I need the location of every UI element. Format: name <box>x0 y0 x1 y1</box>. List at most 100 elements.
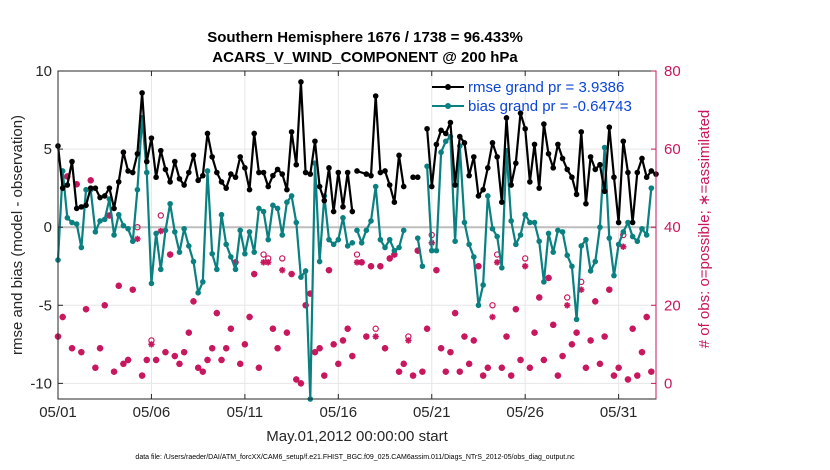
obs-assimilated-point-47 <box>274 345 281 352</box>
obs-assimilated-point-41 <box>246 313 253 321</box>
obs-assimilated-point-78 <box>419 368 426 375</box>
obs-assimilated-point-115 <box>592 298 599 305</box>
obs-possible-point-64 <box>353 251 361 258</box>
obs-assimilated-point-10 <box>101 302 108 309</box>
rmse-point-0-45 <box>265 183 272 190</box>
bias-point-0-5 <box>78 244 85 251</box>
rmse-point-0-10 <box>101 193 108 199</box>
bias-point-0-31 <box>200 279 206 285</box>
obs-assimilated-point-103 <box>536 294 543 301</box>
bias-point-3-30 <box>564 252 571 259</box>
rmse-point-3-36 <box>592 166 599 173</box>
rmse-point-0-9 <box>97 194 103 201</box>
obs-assimilated-point-111 <box>573 329 580 336</box>
obs-assimilated-point-43 <box>255 364 263 371</box>
rmse-point-0-18 <box>139 90 145 96</box>
rmse-point-3-14 <box>489 140 496 146</box>
obs-assimilated-point-63 <box>349 352 356 360</box>
obs-assimilated-point-96 <box>503 333 510 340</box>
rmse-point-0-2 <box>64 182 71 188</box>
rmse-point-3-3 <box>438 127 444 134</box>
y-left-tick-label-0: -10 <box>30 375 52 392</box>
bias-point-3-25 <box>541 279 547 285</box>
x-tick-label-2: 05/11 <box>227 404 263 421</box>
bias-point-3-18 <box>508 218 514 224</box>
x-tick-label-5: 05/26 <box>506 404 544 421</box>
obs-assimilated-point-59 <box>330 341 337 348</box>
obs-possible-point-68 <box>372 325 379 332</box>
rmse-point-3-18 <box>508 182 514 188</box>
rmse-point-0-30 <box>195 177 201 184</box>
bias-point-1-10 <box>400 227 407 234</box>
rmse-point-3-43 <box>625 169 631 176</box>
rmse-point-3-15 <box>494 154 500 160</box>
rmse-point-0-1 <box>59 185 66 191</box>
rmse-point-0-54 <box>307 171 314 177</box>
rmse-point-0-24 <box>167 179 173 185</box>
bias-point-0-29 <box>190 258 197 265</box>
obs-assimilated-point-26 <box>176 360 183 368</box>
obs-assimilated-point-30 <box>194 364 202 371</box>
rmse-point-0-23 <box>162 166 169 173</box>
x-tick-label-4: 05/21 <box>413 404 451 421</box>
rmse-point-0-52 <box>298 79 304 85</box>
bias-point-3-6 <box>452 238 458 245</box>
y-right-tick-label-3: 60 <box>664 141 681 158</box>
obs-assimilated-point-73 <box>395 368 403 375</box>
obs-assimilated-point-113 <box>582 364 590 371</box>
rmse-point-0-58 <box>326 165 332 171</box>
bias-point-3-43 <box>625 219 631 226</box>
obs-assimilated-point-65 <box>358 259 365 266</box>
bias-line-segment-2 <box>416 237 424 267</box>
bias-point-3-19 <box>513 241 519 248</box>
bias-point-3-46 <box>639 225 645 232</box>
obs-assimilated-point-110 <box>568 341 576 348</box>
obs-assimilated-point-108 <box>559 352 566 360</box>
bias-point-3-15 <box>494 233 500 240</box>
x-axis-label: May.01,2012 00:00:00 start <box>266 428 448 445</box>
bias-point-0-34 <box>214 266 220 273</box>
rmse-point-1-0 <box>354 168 360 174</box>
obs-assimilated-point-21 <box>152 356 160 364</box>
rmse-point-3-24 <box>536 185 543 191</box>
rmse-point-1-7 <box>391 199 398 205</box>
obs-assimilated-point-14 <box>120 360 127 368</box>
rmse-point-0-16 <box>129 169 136 176</box>
obs-assimilated-point-58 <box>325 266 333 274</box>
bias-point-0-30 <box>195 289 201 296</box>
y-axis-label-left: rmse and bias (model - observation) <box>9 115 26 355</box>
bias-point-3-20 <box>517 232 524 238</box>
rmse-point-0-46 <box>270 172 276 179</box>
bias-point-3-21 <box>522 211 528 218</box>
bias-point-0-33 <box>209 250 215 257</box>
obs-assimilated-point-86 <box>456 368 463 375</box>
obs-assimilated-point-102 <box>531 329 538 336</box>
rmse-point-0-39 <box>237 154 244 160</box>
rmse-point-2-1 <box>414 174 421 181</box>
bias-point-0-21 <box>153 230 159 237</box>
bias-point-0-48 <box>279 232 286 238</box>
obs-assimilated-point-46 <box>269 325 277 332</box>
rmse-point-3-4 <box>442 130 449 137</box>
obs-assimilated-point-33 <box>208 345 216 352</box>
bias-point-0-9 <box>97 218 103 224</box>
obs-assimilated-point-122 <box>624 376 632 383</box>
bias-point-0-3 <box>69 219 75 226</box>
bias-point-3-24 <box>536 238 543 245</box>
rmse-point-3-8 <box>461 140 468 146</box>
bias-point-2-1 <box>419 263 426 270</box>
obs-assimilated-point-56 <box>316 345 323 352</box>
bias-point-0-52 <box>298 274 304 280</box>
rmse-point-3-19 <box>513 160 519 166</box>
obs-possible-point-93 <box>489 302 496 309</box>
rmse-point-0-17 <box>134 150 141 157</box>
obs-assimilated-point-18 <box>138 372 146 379</box>
bias-point-0-13 <box>115 211 122 218</box>
rmse-point-0-60 <box>335 169 342 176</box>
bias-point-3-3 <box>438 149 444 156</box>
bias-point-0-49 <box>284 199 290 205</box>
bias-point-1-5 <box>377 236 384 243</box>
obs-assimilated-point-15 <box>124 356 132 364</box>
rmse-point-3-5 <box>447 119 454 126</box>
obs-assimilated-point-50 <box>288 270 295 278</box>
